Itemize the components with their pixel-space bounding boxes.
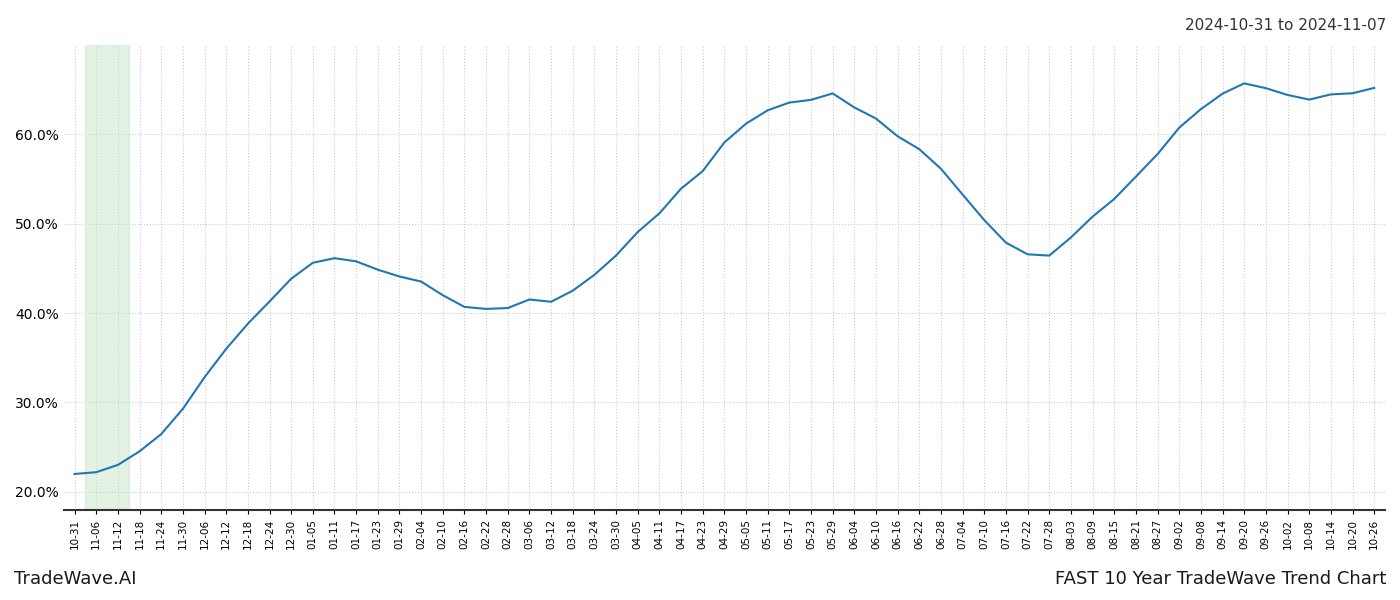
Bar [85,45,129,510]
Text: FAST 10 Year TradeWave Trend Chart: FAST 10 Year TradeWave Trend Chart [1054,570,1386,588]
Text: TradeWave.AI: TradeWave.AI [14,570,137,588]
Text: 2024-10-31 to 2024-11-07: 2024-10-31 to 2024-11-07 [1184,18,1386,33]
